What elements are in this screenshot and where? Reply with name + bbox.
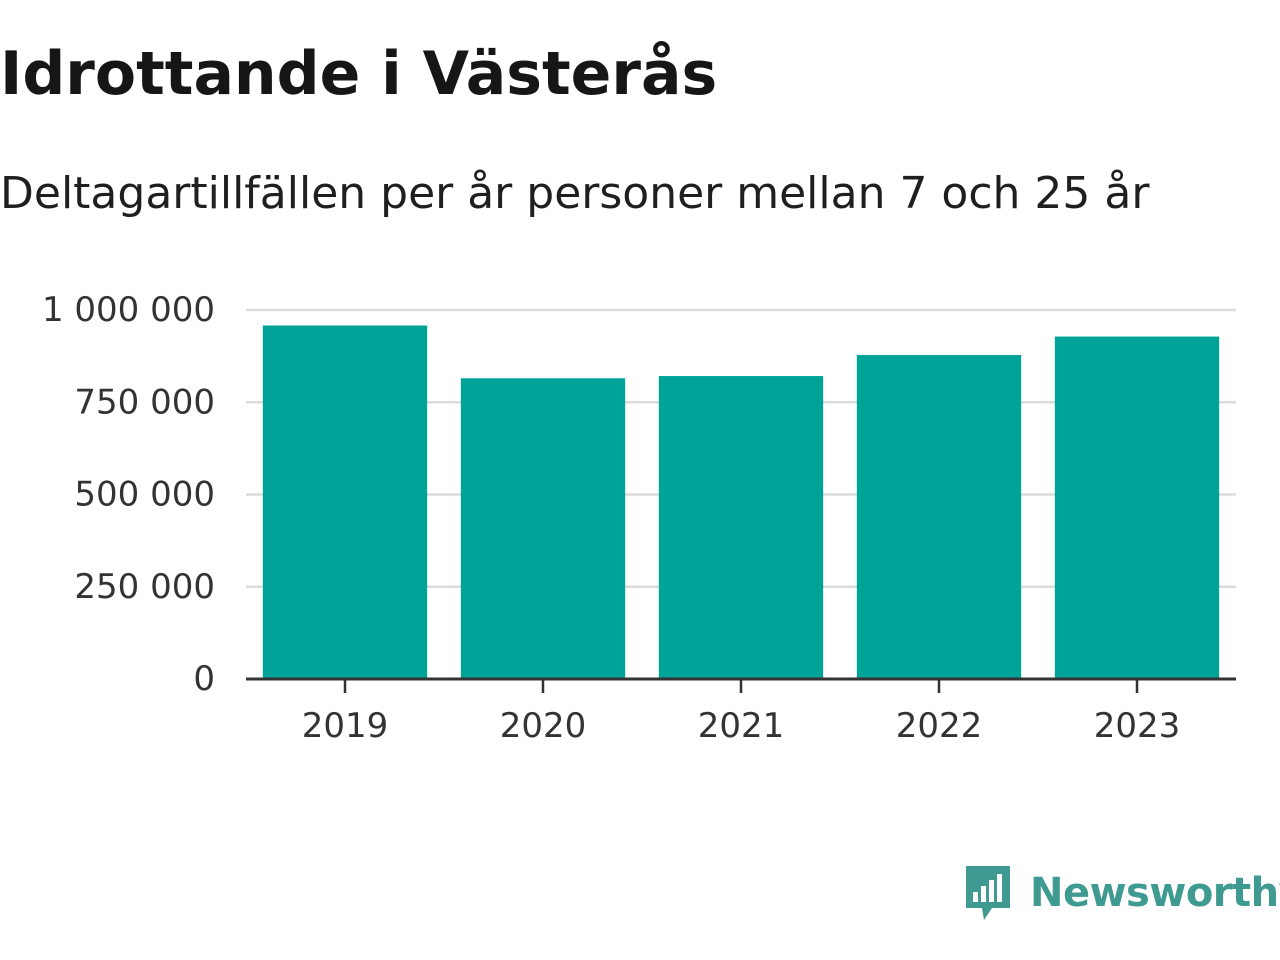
y-tick-label: 750 000 xyxy=(74,382,215,422)
chart-title: Idrottande i Västerås xyxy=(0,39,718,109)
bar-2019 xyxy=(262,325,428,679)
chart-subtitle: Deltagartillfällen per år personer mella… xyxy=(0,168,1150,219)
x-tick-label: 2023 xyxy=(1094,706,1181,746)
newsworthy-chart-bubble-icon xyxy=(966,866,1010,920)
y-tick-label: 250 000 xyxy=(74,567,215,607)
bar-2021 xyxy=(658,376,824,679)
y-tick-label: 1 000 000 xyxy=(42,290,215,330)
x-tick-label: 2019 xyxy=(302,706,389,746)
x-tick-label: 2022 xyxy=(896,706,983,746)
x-tick-label: 2020 xyxy=(500,706,587,746)
y-tick-label: 0 xyxy=(193,659,215,699)
bar-2022 xyxy=(856,355,1022,679)
y-tick-label: 500 000 xyxy=(74,475,215,515)
x-tick-label: 2021 xyxy=(698,706,785,746)
bar-2023 xyxy=(1054,336,1220,679)
brand-name: Newsworthy xyxy=(1030,870,1280,916)
brand-logo: Newsworthy xyxy=(962,862,1280,924)
bar-2020 xyxy=(460,378,626,679)
